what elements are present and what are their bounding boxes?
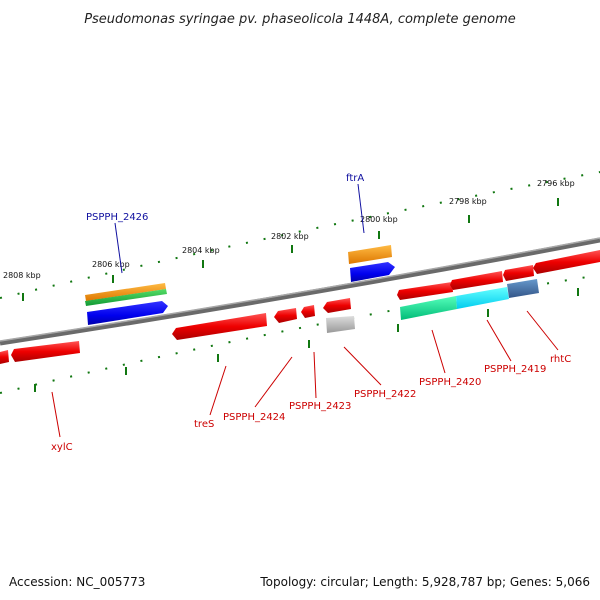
gene-label: PSPPH_2423 — [289, 401, 351, 412]
tick-label: 2802 kbp — [271, 232, 309, 241]
tick-label: 2808 kbp — [3, 271, 41, 280]
upper-genes — [85, 245, 600, 325]
outer-tick-ring — [0, 171, 600, 301]
gene-orange — [85, 283, 166, 301]
gene-red — [323, 298, 351, 313]
tick-label: 2798 kbp — [449, 197, 487, 206]
genome-backbone-highlight — [0, 237, 600, 342]
lower-genes — [0, 279, 539, 364]
map-title: Pseudomonas syringae pv. phaseolicola 14… — [84, 12, 516, 27]
gene-label: rhtC — [550, 354, 571, 365]
gene-label: ftrA — [346, 173, 364, 184]
gene-red — [503, 265, 534, 281]
gene-red — [172, 313, 267, 340]
gene-label: PSPPH_2426 — [86, 212, 148, 223]
tick-label: 2796 kbp — [537, 179, 575, 188]
inner-tick-ring — [0, 274, 600, 394]
gene-steel — [507, 279, 539, 298]
genome-backbone — [0, 237, 600, 346]
gene-label: treS — [194, 419, 214, 430]
gene-label: PSPPH_2419 — [484, 364, 546, 375]
gene-label: PSPPH_2422 — [354, 389, 416, 400]
gene-red — [301, 305, 315, 318]
gene-red — [450, 271, 503, 290]
gene-teal — [400, 296, 457, 320]
gene-cyan — [456, 287, 509, 309]
accession-text: Accession: NC_005773 — [9, 575, 145, 589]
gene-blue — [350, 262, 395, 282]
gene-label: PSPPH_2424 — [223, 412, 285, 423]
gene-red — [397, 282, 453, 300]
gene-orange — [348, 245, 392, 264]
gene-red — [274, 308, 297, 323]
gene-green — [85, 289, 167, 306]
leader-lines — [51, 183, 559, 438]
tick-label: 2800 kbp — [360, 215, 398, 224]
gene-red — [11, 341, 80, 362]
gene-red — [0, 350, 9, 364]
gene-label: PSPPH_2420 — [419, 377, 481, 388]
gene-red — [533, 250, 600, 274]
tick-label: 2806 kbp — [92, 260, 130, 269]
gene-grey — [326, 316, 355, 333]
gene-label: xylC — [51, 442, 73, 453]
tick-label: 2804 kbp — [182, 246, 220, 255]
gene-blue — [87, 301, 168, 325]
topology-summary: Topology: circular; Length: 5,928,787 bp… — [259, 575, 590, 589]
